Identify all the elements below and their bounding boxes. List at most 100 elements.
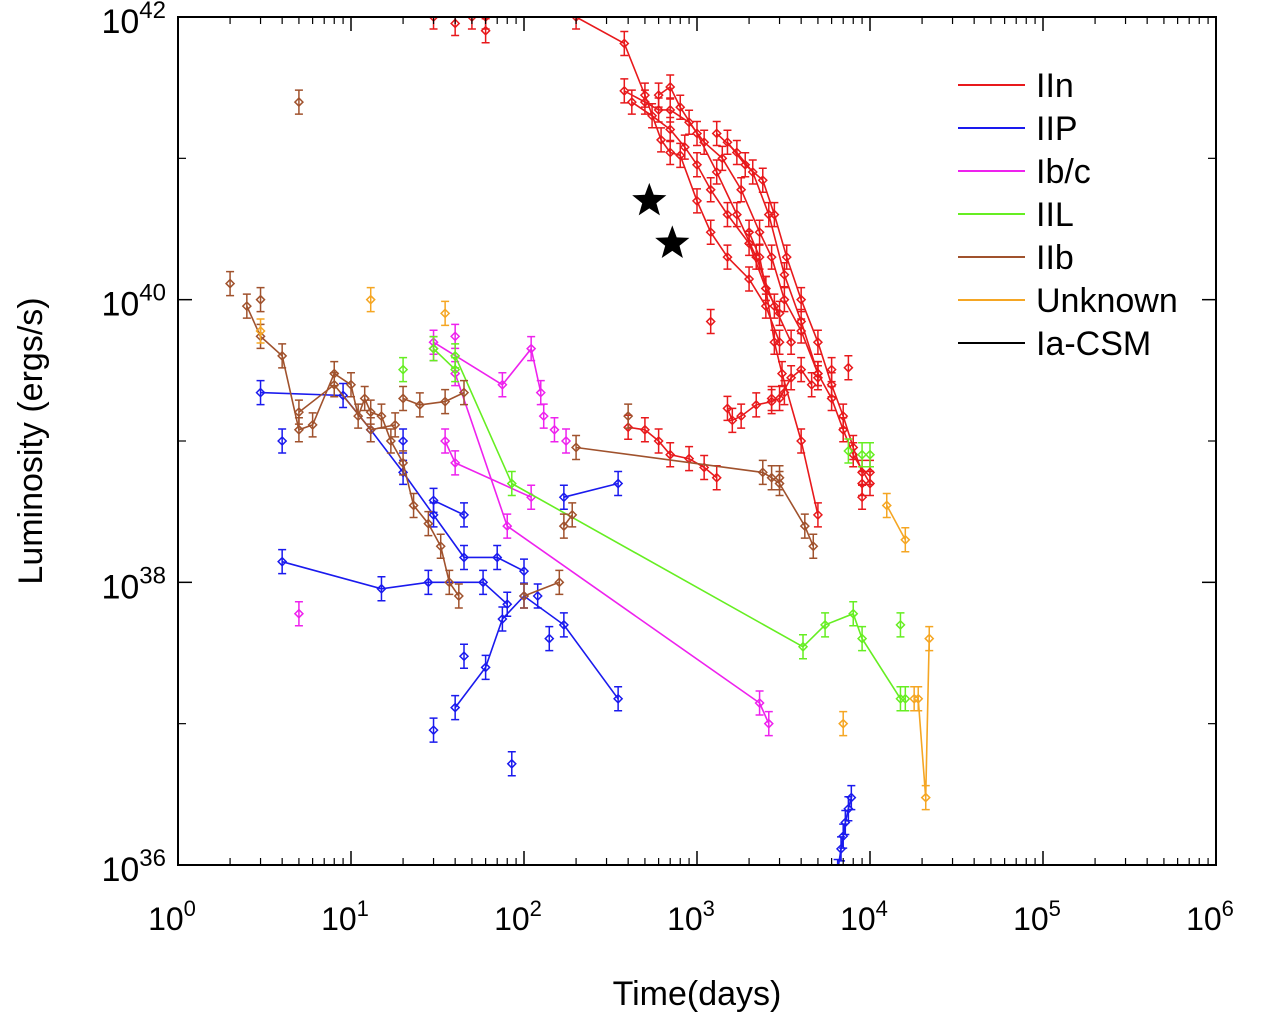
series-iib-point (255, 294, 266, 305)
series-unknown-point (909, 693, 920, 704)
series-ib-c-point (526, 343, 537, 354)
series-iil-errorbar (821, 612, 830, 638)
series-iip-errorbar (507, 751, 516, 777)
series-iil-line-1 (432, 348, 456, 371)
series-iin-errorbar (620, 78, 629, 104)
series-ib-c-errorbar (498, 372, 507, 398)
series-iip-point (834, 867, 842, 875)
x-tick-label: 104 (840, 896, 888, 937)
series-iip-errorbar (278, 548, 287, 575)
series-iil-errorbar (849, 600, 858, 627)
series-iil-point (895, 619, 906, 630)
series-iin-errorbar (827, 385, 836, 412)
series-iil-errorbar (451, 356, 460, 383)
series-iin-point (864, 467, 876, 478)
series-iil-point (820, 619, 831, 630)
series-iib-errorbar (415, 392, 424, 418)
series-ib-c-errorbar (294, 600, 303, 627)
series-iin-errorbar (654, 82, 663, 108)
series-ib-c-line-0 (433, 341, 542, 393)
series-iin-point (744, 238, 755, 249)
series-iip-point (613, 693, 624, 704)
series-iib-point (567, 509, 578, 520)
series-iin-point (665, 81, 676, 92)
series-unknown-point (365, 294, 376, 305)
series-iin-errorbar (680, 134, 689, 160)
series-iin-point (796, 435, 807, 447)
series-ib-c-errorbar (539, 403, 548, 429)
series-iib-line-0 (246, 305, 460, 597)
series-iib-point (345, 379, 357, 390)
series-iin-errorbar (813, 502, 822, 528)
series-iin-point (639, 424, 650, 435)
series-iib-errorbar (758, 459, 767, 486)
series-iib-line-4 (523, 581, 560, 597)
series-iil-point (797, 641, 809, 652)
series-iib-point (307, 419, 318, 430)
legend-label-iin: IIn (1036, 67, 1074, 105)
series-iil-point (848, 608, 859, 619)
legend-label-iip: IIP (1036, 110, 1078, 148)
series-iip-errorbar (460, 643, 469, 669)
x-tick-label: 102 (494, 896, 542, 937)
series-iip-point (277, 435, 288, 447)
series-iin-point (774, 308, 785, 319)
series-iip-errorbar (429, 717, 438, 743)
series-iib-errorbar (800, 513, 809, 539)
series-iip-point (428, 725, 439, 736)
series-iin-point (653, 104, 664, 115)
series-iin-point (717, 153, 728, 164)
series-unknown-point (838, 718, 849, 729)
series-iip-point (558, 492, 569, 503)
series-unknown-line-1 (917, 638, 930, 798)
series-iin-point (812, 509, 823, 520)
series-iin-point (806, 379, 817, 390)
y-tick-label: 1040 (101, 280, 166, 324)
series-iib-errorbar (399, 450, 408, 476)
series-iin-errorbar (780, 379, 789, 406)
series-iip-point (506, 758, 517, 769)
series-iib-errorbar (767, 464, 776, 491)
series-iip-errorbar (503, 591, 512, 617)
series-ib-c-point (763, 718, 774, 729)
series-ib-c-errorbar (562, 428, 571, 454)
series-iib-point (435, 541, 446, 552)
series-iin-errorbar (640, 417, 649, 443)
y-tick-label: 1042 (101, 0, 166, 41)
x-tick-label: 103 (667, 896, 715, 937)
x-tick-label: 100 (148, 896, 196, 937)
series-iip-point (492, 552, 503, 563)
series-unknown-point (881, 500, 892, 511)
series-iin-point (754, 227, 765, 238)
series-iib-point (757, 467, 768, 478)
series-iin-point (754, 252, 765, 263)
series-iin-point (763, 209, 774, 220)
series-iip-point (255, 387, 266, 398)
series-ib-c-point (440, 435, 451, 447)
series-iin-point (727, 415, 738, 426)
series-iip-point (458, 651, 470, 662)
series-iin-errorbar (780, 262, 789, 288)
series-iin-errorbar (787, 365, 796, 391)
series-iib-errorbar (441, 388, 450, 415)
series-iib-point (329, 379, 340, 390)
series-ib-c-errorbar (503, 513, 512, 539)
series-iin-errorbar (764, 201, 773, 228)
series-unknown-errorbar (901, 527, 910, 553)
series-iin-point (691, 128, 703, 139)
plot-layer (225, 17, 935, 875)
series-iin-point (665, 104, 676, 115)
series-iin-errorbar (718, 145, 727, 172)
series-iin-errorbar (752, 392, 761, 418)
series-iib-point (390, 419, 401, 430)
series-iip-point (338, 390, 349, 401)
series-iin-point (796, 294, 807, 305)
legend-label-ib-c: Ib/c (1036, 153, 1091, 191)
series-iil-errorbar (858, 441, 867, 468)
series-iip-point (376, 583, 387, 594)
series-iin-errorbar (813, 329, 822, 355)
series-iin-point (774, 393, 785, 404)
series-iin-point (796, 316, 807, 327)
series-iil-errorbar (858, 625, 867, 652)
series-iib-errorbar (278, 343, 287, 369)
